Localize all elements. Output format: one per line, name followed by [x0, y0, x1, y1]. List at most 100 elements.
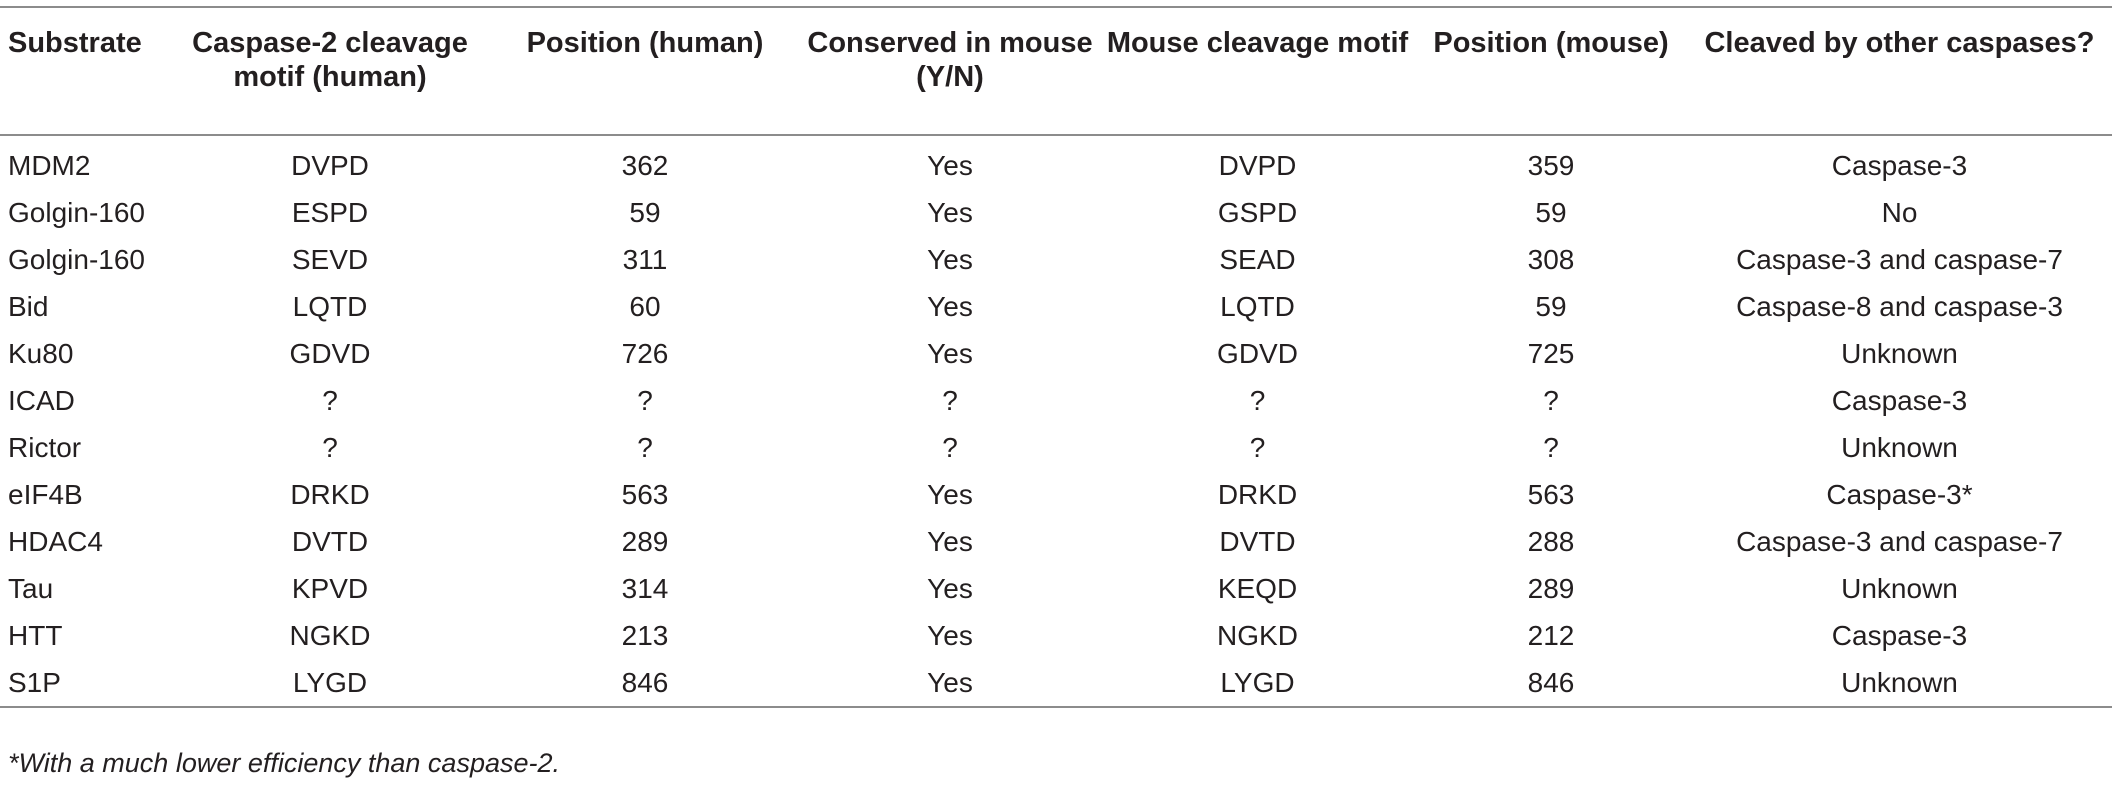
- other-caspases-cell: Caspase-3*: [1826, 479, 1973, 510]
- conserved-cell: Yes: [927, 479, 973, 510]
- column-header: Cleaved by other caspases?: [1704, 27, 2095, 59]
- conserved-cell: ?: [942, 385, 958, 416]
- substrate-cell: MDM2: [8, 150, 91, 181]
- human-motif-cell: SEVD: [291, 244, 369, 275]
- human-motif-cell: ?: [322, 432, 338, 463]
- table-row: eIF4B DRKD 563 Yes DRKD 563 Caspase-3*: [0, 471, 2112, 518]
- human-position-cell: ?: [637, 385, 653, 416]
- other-caspases-cell: Unknown: [1841, 338, 1958, 369]
- table-row: MDM2 DVPD 362 Yes DVPD 359 Caspase-3: [0, 135, 2112, 189]
- mouse-position-cell: 359: [1527, 150, 1575, 181]
- conserved-cell: Yes: [927, 620, 973, 651]
- table-header: Substrate Caspase-2 cleavage motif (human…: [0, 7, 2112, 135]
- conserved-cell: Yes: [927, 244, 973, 275]
- conserved-cell: Yes: [927, 150, 973, 181]
- mouse-motif-cell: LQTD: [1220, 291, 1295, 322]
- substrate-cell: HDAC4: [8, 526, 103, 557]
- column-header: Mouse cleavage motif: [1106, 27, 1409, 59]
- conserved-cell: Yes: [927, 667, 973, 698]
- human-position-cell: 362: [621, 150, 669, 181]
- human-motif-cell: DRKD: [290, 479, 370, 510]
- conserved-cell: Yes: [927, 338, 973, 369]
- substrate-table-container: Substrate Caspase-2 cleavage motif (human…: [0, 6, 2112, 708]
- human-motif-cell: ?: [322, 385, 338, 416]
- human-motif-cell: ESPD: [291, 197, 369, 228]
- mouse-motif-cell: DRKD: [1217, 479, 1298, 510]
- column-header: Position (mouse): [1433, 27, 1669, 59]
- substrate-cell: eIF4B: [8, 479, 83, 510]
- substrate-cell: Rictor: [8, 432, 82, 463]
- conserved-cell: Yes: [927, 526, 973, 557]
- mouse-position-cell: 289: [1527, 573, 1575, 604]
- table-row: HDAC4 DVTD 289 Yes DVTD 288 Caspase-3 and casp…: [0, 518, 2112, 565]
- mouse-position-cell: ?: [1543, 432, 1559, 463]
- table-body: MDM2 DVPD 362 Yes DVPD 359 Caspase-3 Golgin-160…: [0, 135, 2112, 707]
- mouse-position-cell: 288: [1527, 526, 1575, 557]
- human-position-cell: 846: [621, 667, 669, 698]
- table-row: HTT NGKD 213 Yes NGKD 212 Caspase-3: [0, 612, 2112, 659]
- column-header: Position (human): [526, 27, 764, 59]
- other-caspases-cell: Caspase-8 and caspase-3: [1736, 291, 2063, 322]
- other-caspases-cell: Caspase-3 and caspase-7: [1736, 244, 2063, 275]
- substrate-cell: Bid: [8, 291, 49, 322]
- mouse-motif-cell: SEAD: [1219, 244, 1296, 275]
- human-position-cell: 213: [621, 620, 669, 651]
- mouse-position-cell: 59: [1535, 197, 1567, 228]
- table-row: Golgin-160 ESPD 59 Yes GSPD 59 No: [0, 189, 2112, 236]
- human-motif-cell: NGKD: [289, 620, 371, 651]
- table-row: Tau KPVD 314 Yes KEQD 289 Unknown: [0, 565, 2112, 612]
- mouse-position-cell: 308: [1527, 244, 1575, 275]
- other-caspases-cell: Caspase-3: [1831, 620, 1968, 651]
- mouse-position-cell: 725: [1527, 338, 1575, 369]
- mouse-motif-cell: KEQD: [1217, 573, 1298, 604]
- conserved-cell: Yes: [927, 197, 973, 228]
- human-position-cell: ?: [637, 432, 653, 463]
- substrate-cell: HTT: [8, 620, 63, 651]
- column-header: Conserved in mouse (Y/N): [807, 27, 1093, 93]
- other-caspases-cell: Unknown: [1841, 573, 1958, 604]
- other-caspases-cell: Caspase-3: [1831, 150, 1968, 181]
- mouse-position-cell: 846: [1527, 667, 1575, 698]
- column-header: Caspase-2 cleavage motif (human): [192, 27, 468, 93]
- substrate-cell: Golgin-160: [8, 197, 145, 228]
- other-caspases-cell: Caspase-3: [1831, 385, 1968, 416]
- other-caspases-cell: Unknown: [1841, 667, 1958, 698]
- table-row: S1P LYGD 846 Yes LYGD 846 Unknown: [0, 659, 2112, 707]
- conserved-cell: Yes: [927, 291, 973, 322]
- mouse-position-cell: 563: [1527, 479, 1575, 510]
- conserved-cell: Yes: [927, 573, 973, 604]
- substrate-cell: Golgin-160: [8, 244, 145, 275]
- table-row: Rictor????? Unknown: [0, 424, 2112, 471]
- table-row: Golgin-160 SEVD 311 Yes SEAD 308 Caspase-3 and…: [0, 236, 2112, 283]
- human-motif-cell: LQTD: [292, 291, 368, 322]
- human-position-cell: 311: [622, 244, 668, 275]
- mouse-position-cell: 212: [1527, 620, 1575, 651]
- table-footnote: *With a much lower efficiency than caspa…: [8, 748, 561, 778]
- human-position-cell: 314: [621, 573, 669, 604]
- other-caspases-cell: No: [1881, 197, 1918, 228]
- mouse-motif-cell: DVTD: [1219, 526, 1296, 557]
- human-motif-cell: GDVD: [289, 338, 371, 369]
- other-caspases-cell: Caspase-3 and caspase-7: [1736, 526, 2063, 557]
- human-motif-cell: KPVD: [291, 573, 369, 604]
- substrate-cell: Ku80: [8, 338, 74, 369]
- human-position-cell: 60: [629, 291, 661, 322]
- substrate-cell: Tau: [8, 573, 54, 604]
- mouse-motif-cell: GDVD: [1217, 338, 1298, 369]
- substrate-cell: S1P: [8, 667, 61, 698]
- header-row: Substrate Caspase-2 cleavage motif (human…: [0, 7, 2112, 135]
- mouse-position-cell: 59: [1535, 291, 1567, 322]
- substrate-table: Substrate Caspase-2 cleavage motif (human…: [0, 6, 2112, 708]
- column-header: Substrate: [8, 27, 142, 59]
- table-row: Bid LQTD 60 Yes LQTD 59 Caspase-8 and caspase-…: [0, 283, 2112, 330]
- human-motif-cell: DVPD: [291, 150, 369, 181]
- other-caspases-cell: Unknown: [1841, 432, 1958, 463]
- mouse-motif-cell: DVPD: [1218, 150, 1297, 181]
- human-position-cell: 289: [621, 526, 669, 557]
- human-position-cell: 59: [629, 197, 661, 228]
- mouse-motif-cell: NGKD: [1217, 620, 1298, 651]
- mouse-motif-cell: ?: [1249, 385, 1266, 416]
- mouse-motif-cell: LYGD: [1220, 667, 1295, 698]
- mouse-position-cell: ?: [1543, 385, 1559, 416]
- mouse-motif-cell: GSPD: [1217, 197, 1298, 228]
